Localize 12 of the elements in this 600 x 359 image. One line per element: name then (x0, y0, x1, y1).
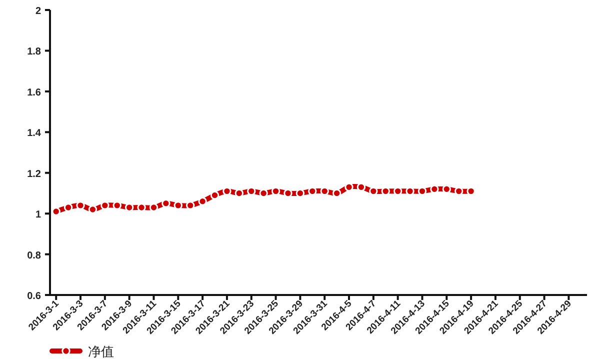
point (210, 190, 220, 200)
legend-label: 净值 (88, 344, 114, 359)
y-tick-label: 1.2 (27, 168, 42, 180)
y-tick-label: 0.8 (27, 250, 42, 262)
y-tick-label: 1.8 (27, 46, 42, 58)
point (64, 203, 73, 212)
y-tick-label: 2 (35, 6, 42, 17)
point (198, 197, 207, 206)
y-tick-label: 1 (35, 210, 42, 221)
y-tick-label: 0.6 (27, 291, 42, 302)
y-tick-label: 1.6 (27, 87, 42, 98)
y-tick-label: 1.4 (27, 128, 42, 140)
